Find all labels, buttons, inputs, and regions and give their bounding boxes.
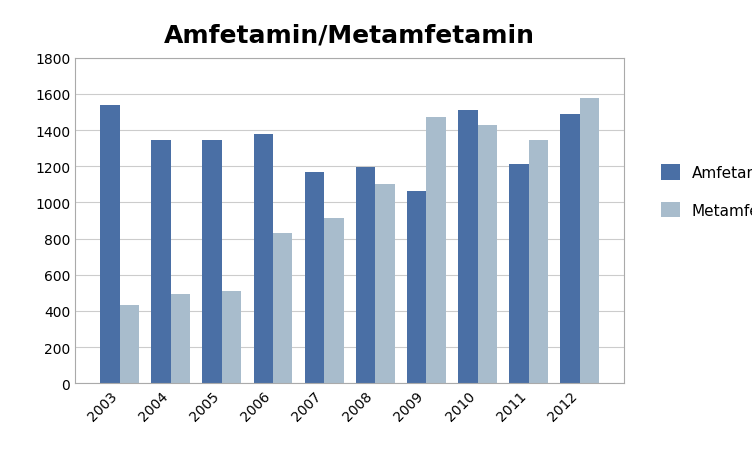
Bar — [305, 172, 324, 383]
Bar — [100, 106, 120, 383]
Bar — [560, 115, 580, 383]
Bar — [356, 168, 375, 383]
Bar — [151, 141, 171, 383]
Bar — [458, 111, 478, 383]
Bar — [426, 117, 446, 383]
Legend: Amfetamin, Metamfetamin: Amfetamin, Metamfetamin — [653, 157, 752, 226]
Bar — [273, 234, 293, 383]
Bar — [171, 294, 190, 383]
Bar — [407, 191, 426, 383]
Bar — [509, 165, 529, 383]
Bar — [529, 141, 548, 383]
Bar — [478, 125, 497, 383]
Bar — [324, 218, 344, 383]
Bar — [120, 305, 139, 383]
Bar — [580, 98, 599, 383]
Title: Amfetamin/Metamfetamin: Amfetamin/Metamfetamin — [164, 23, 535, 47]
Bar — [375, 185, 395, 383]
Bar — [253, 134, 273, 383]
Bar — [202, 141, 222, 383]
Bar — [222, 291, 241, 383]
